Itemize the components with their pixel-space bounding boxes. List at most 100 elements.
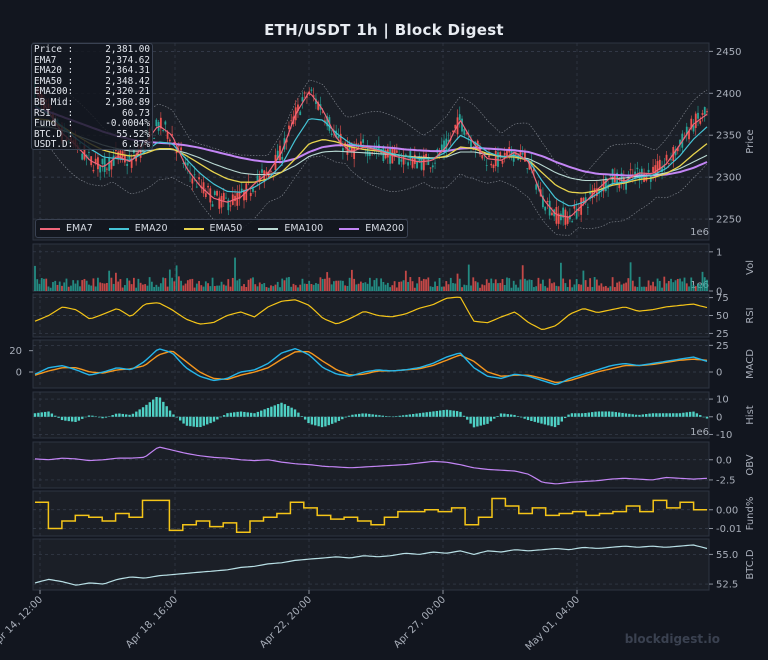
hist-bar bbox=[412, 413, 415, 417]
volume-bar bbox=[463, 284, 466, 291]
candle-body bbox=[222, 192, 225, 201]
candle-body bbox=[476, 140, 479, 147]
volume-bar bbox=[416, 283, 418, 291]
ytick-label-rsi: 25 bbox=[716, 329, 729, 340]
ytick-label-funding: 0.00 bbox=[716, 505, 738, 516]
volume-bar bbox=[629, 262, 632, 291]
candle-body bbox=[184, 162, 187, 166]
panel-funding bbox=[32, 490, 710, 537]
hist-bar bbox=[283, 404, 287, 417]
hist-bar bbox=[317, 416, 320, 427]
hist-bar bbox=[364, 413, 368, 417]
info-row: BB Mid: 2,360.89 bbox=[34, 97, 150, 109]
info-label: RSI : bbox=[34, 107, 74, 119]
info-value: 2,374.62 bbox=[105, 54, 150, 66]
info-value: 6.87% bbox=[122, 139, 150, 151]
candle-body bbox=[562, 207, 565, 218]
volume-bar bbox=[276, 281, 279, 291]
ytick-left-label-macd: 20 bbox=[9, 346, 22, 357]
candle-body bbox=[542, 195, 544, 208]
candle-body bbox=[195, 186, 198, 188]
hist-bar bbox=[496, 416, 499, 417]
candle-body bbox=[472, 149, 475, 151]
hist-bar bbox=[361, 413, 364, 417]
candle-body bbox=[285, 139, 288, 143]
candle-body bbox=[434, 162, 436, 164]
volume-bar bbox=[497, 283, 499, 291]
candle-body bbox=[290, 120, 293, 122]
volume-bar bbox=[119, 279, 122, 291]
volume-bar bbox=[654, 286, 657, 291]
ylabel-rsi: RSI bbox=[745, 307, 756, 323]
volume-bar bbox=[310, 284, 313, 291]
volume-bar bbox=[551, 283, 553, 291]
candle-body bbox=[416, 161, 418, 169]
xtick-label: Apr 14, 12:00 bbox=[0, 594, 45, 650]
candle-body bbox=[337, 135, 340, 138]
hist-bar bbox=[422, 412, 425, 417]
candle-body bbox=[276, 150, 279, 161]
volume-bar bbox=[61, 285, 63, 291]
volume-bar bbox=[658, 280, 661, 291]
candle-body bbox=[213, 191, 216, 195]
candle-body bbox=[413, 154, 416, 165]
series-macd bbox=[34, 348, 708, 386]
ytick-label-macd: 25 bbox=[716, 341, 729, 352]
hist-bar bbox=[449, 410, 452, 417]
hist-bar bbox=[388, 416, 391, 418]
hist-bar bbox=[249, 412, 253, 417]
volume-bar bbox=[663, 276, 666, 291]
hist-bar bbox=[655, 413, 658, 417]
volume-bar bbox=[613, 287, 616, 291]
candle-body bbox=[207, 185, 209, 188]
hist-bar bbox=[452, 410, 455, 417]
hist-bar bbox=[182, 416, 185, 424]
volume-bar bbox=[692, 285, 695, 291]
hist-bar bbox=[597, 411, 601, 417]
hist-bar bbox=[162, 401, 165, 417]
candle-body bbox=[593, 188, 596, 193]
volume-bar bbox=[618, 281, 621, 291]
candle-body bbox=[173, 141, 176, 144]
volume-bar bbox=[279, 287, 281, 291]
volume-bar bbox=[548, 278, 551, 291]
volume-bar bbox=[456, 273, 459, 291]
candle-body bbox=[440, 144, 443, 151]
volume-bar bbox=[506, 277, 508, 291]
legend-label: EMA100 bbox=[284, 223, 324, 234]
info-value: 2,348.42 bbox=[105, 75, 150, 87]
volume-bar bbox=[97, 277, 99, 291]
candle-body bbox=[461, 118, 463, 132]
candle-body bbox=[115, 150, 117, 151]
hist-bar bbox=[550, 416, 553, 427]
volume-bar bbox=[481, 284, 484, 291]
hist-bar bbox=[486, 416, 489, 424]
ytick-label-price: 2350 bbox=[716, 131, 741, 142]
candle-body bbox=[463, 128, 466, 135]
volume-bar bbox=[434, 281, 436, 291]
hist-bar bbox=[661, 413, 665, 417]
candle-body bbox=[688, 130, 690, 140]
hist-bar bbox=[509, 414, 513, 417]
volume-bar bbox=[137, 278, 140, 291]
legend-swatch bbox=[339, 227, 360, 230]
hist-bar bbox=[526, 416, 530, 421]
volume-bar bbox=[333, 281, 335, 291]
volume-bar bbox=[380, 278, 383, 291]
volume-bar bbox=[157, 286, 160, 291]
hist-bar bbox=[476, 416, 479, 427]
volume-bar bbox=[672, 282, 675, 291]
hist-bar bbox=[398, 415, 401, 417]
hist-bar bbox=[179, 416, 182, 421]
volume-bar bbox=[90, 285, 93, 291]
volume-bar bbox=[312, 284, 315, 291]
volume-bar bbox=[195, 283, 198, 291]
candle-body bbox=[350, 147, 353, 152]
hist-bar bbox=[158, 397, 162, 417]
hist-bar bbox=[705, 416, 709, 419]
volume-bar bbox=[512, 280, 515, 291]
volume-bar bbox=[560, 262, 562, 291]
series-fund bbox=[35, 497, 707, 534]
volume-bar bbox=[337, 280, 340, 291]
candle-body bbox=[564, 209, 567, 225]
